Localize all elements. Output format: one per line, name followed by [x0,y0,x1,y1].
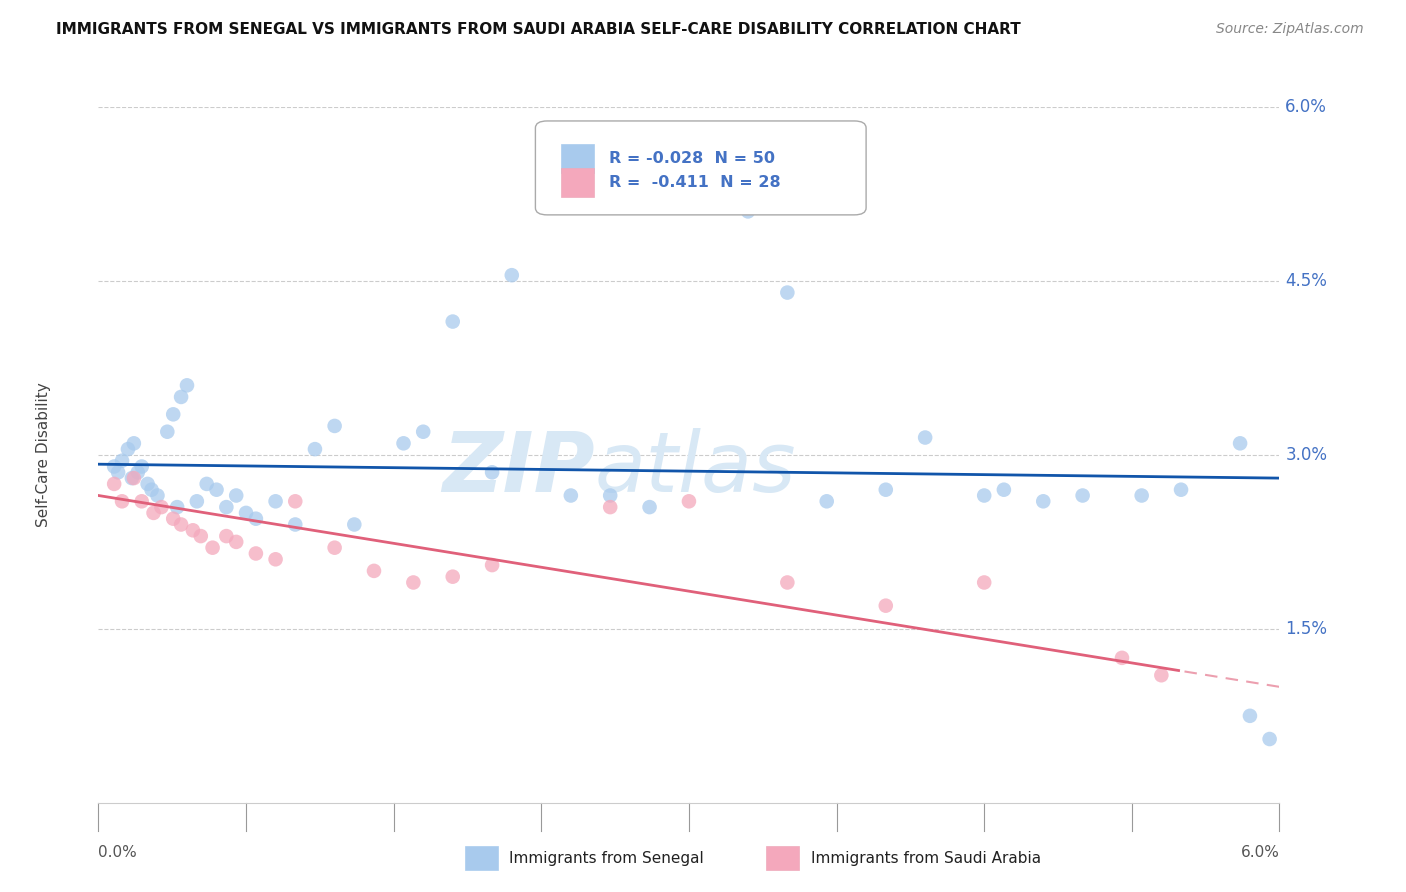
FancyBboxPatch shape [766,846,799,871]
Text: ZIP: ZIP [441,428,595,509]
Point [162,407,184,422]
Point [973,575,995,590]
Text: 6.0%: 6.0% [1285,98,1327,116]
Point [111,453,134,467]
Point [363,564,385,578]
Point [392,436,415,450]
Point [225,535,247,549]
Text: 6.0%: 6.0% [1240,845,1279,860]
FancyBboxPatch shape [536,121,866,215]
Point [166,500,188,514]
Point [190,529,212,543]
Point [776,285,799,300]
Point [1111,651,1133,665]
Point [170,390,193,404]
Point [117,442,139,457]
Point [973,489,995,503]
Point [1229,436,1251,450]
Point [122,471,145,485]
Point [815,494,838,508]
Point [776,575,799,590]
FancyBboxPatch shape [561,169,595,197]
Point [103,476,125,491]
Point [284,494,307,508]
Point [205,483,228,497]
Point [186,494,208,508]
Point [215,500,238,514]
Point [107,466,129,480]
Point [501,268,523,282]
Point [481,466,503,480]
Text: 1.5%: 1.5% [1285,620,1327,638]
Point [343,517,366,532]
Point [993,483,1015,497]
Point [304,442,326,457]
Point [1239,708,1261,723]
Point [146,489,169,503]
Point [737,204,759,219]
Point [225,489,247,503]
Point [245,546,267,561]
Point [170,517,193,532]
Point [111,494,134,508]
Point [875,599,897,613]
Point [441,570,464,584]
Point [1071,489,1094,503]
Point [122,436,145,450]
Point [127,466,149,480]
Point [103,459,125,474]
Point [875,483,897,497]
Point [323,541,346,555]
Point [1258,731,1281,746]
Point [131,459,153,474]
Point [560,489,582,503]
Point [402,575,425,590]
Text: R =  -0.411  N = 28: R = -0.411 N = 28 [609,176,780,190]
Point [162,511,184,525]
Point [141,483,163,497]
Point [131,494,153,508]
Point [264,552,287,566]
Point [176,378,198,392]
Point [678,494,700,508]
Point [215,529,238,543]
Text: Immigrants from Saudi Arabia: Immigrants from Saudi Arabia [811,851,1040,866]
Point [323,419,346,434]
Point [599,489,621,503]
Point [264,494,287,508]
Point [1170,483,1192,497]
Point [1130,489,1153,503]
Point [599,500,621,514]
Point [412,425,434,439]
Point [914,431,936,445]
Point [284,517,307,532]
Point [136,476,159,491]
Point [441,314,464,328]
Point [1150,668,1173,682]
Text: Source: ZipAtlas.com: Source: ZipAtlas.com [1216,22,1364,37]
Point [181,523,204,537]
Point [245,511,267,525]
Point [195,476,218,491]
Text: Immigrants from Senegal: Immigrants from Senegal [509,851,704,866]
FancyBboxPatch shape [464,846,498,871]
Point [121,471,143,485]
Text: Self-Care Disability: Self-Care Disability [37,383,51,527]
Point [150,500,173,514]
Text: 4.5%: 4.5% [1285,272,1327,290]
Text: R = -0.028  N = 50: R = -0.028 N = 50 [609,151,775,166]
Point [201,541,224,555]
Point [235,506,257,520]
Text: atlas: atlas [595,428,796,509]
Text: IMMIGRANTS FROM SENEGAL VS IMMIGRANTS FROM SAUDI ARABIA SELF-CARE DISABILITY COR: IMMIGRANTS FROM SENEGAL VS IMMIGRANTS FR… [56,22,1021,37]
Point [142,506,165,520]
Point [481,558,503,573]
Text: 0.0%: 0.0% [98,845,138,860]
Point [156,425,179,439]
Text: 3.0%: 3.0% [1285,446,1327,464]
FancyBboxPatch shape [561,144,595,173]
Point [1032,494,1054,508]
Point [638,500,661,514]
